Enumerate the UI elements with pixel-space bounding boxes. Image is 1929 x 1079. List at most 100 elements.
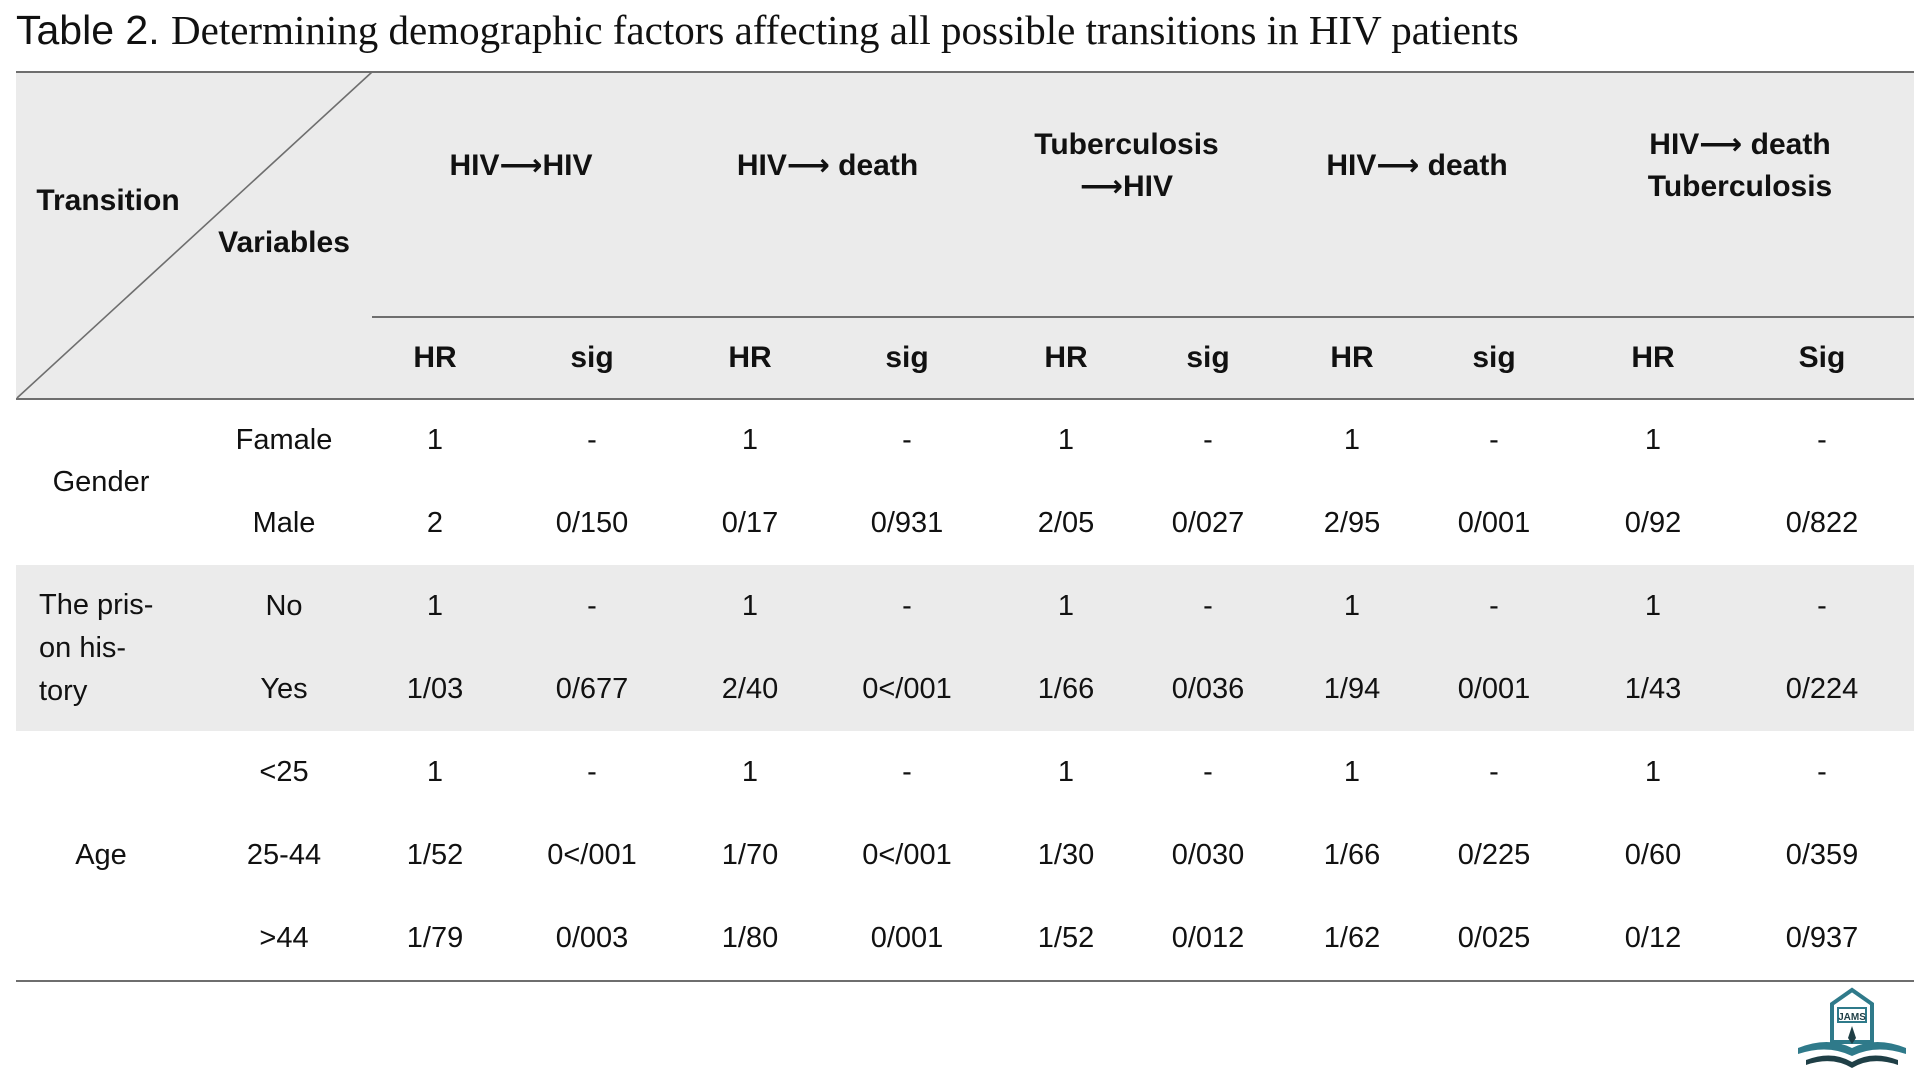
- variable-cell: Yes: [260, 673, 308, 705]
- table-cell: 0/677: [555, 673, 629, 705]
- table-cell: 0</001: [862, 673, 952, 705]
- table-number: Table 2.: [16, 7, 160, 53]
- table-cell: -: [1203, 590, 1213, 622]
- corner-diagonal: [16, 71, 373, 399]
- table-cell: 2/05: [1037, 507, 1095, 539]
- variable-cell: 25-44: [246, 839, 322, 871]
- table-caption: Determining demographic factors affectin…: [171, 7, 1519, 53]
- table-cell: 1: [1644, 424, 1662, 456]
- table-cell: -: [1817, 590, 1827, 622]
- table-cell: 0/001: [1457, 507, 1531, 539]
- table-cell: 0/937: [1785, 922, 1859, 954]
- table-cell: 1/43: [1624, 673, 1682, 705]
- column-group-header-4: HIV⟶ death: [1268, 91, 1566, 241]
- section-label: The pris-on his-tory: [16, 565, 196, 731]
- table-cell: 1: [426, 424, 444, 456]
- table-cell: 0/012: [1171, 922, 1245, 954]
- table-cell: -: [587, 424, 597, 456]
- column-group-header-2: HIV⟶ death: [670, 91, 985, 241]
- group-header-line: Tuberculosis: [1647, 170, 1833, 203]
- table-cell: 0/931: [870, 507, 944, 539]
- table-cell: 0/001: [870, 922, 944, 954]
- table-cell: 1: [426, 756, 444, 788]
- table-cell: 1/66: [1037, 673, 1095, 705]
- table-cell: 0</001: [862, 839, 952, 871]
- table-cell: 1/79: [406, 922, 464, 954]
- table-cell: 0/822: [1785, 507, 1859, 539]
- header-bottom-rule: [16, 398, 1914, 400]
- table-cell: 1/80: [721, 922, 779, 954]
- group-header-line: ⟶HIV: [1079, 170, 1173, 203]
- jams-logo: JAMS: [1798, 987, 1906, 1068]
- variable-cell: No: [265, 590, 303, 622]
- table-cell: 0/027: [1171, 507, 1245, 539]
- variable-cell: Male: [252, 507, 316, 539]
- table-cell: 0/225: [1457, 839, 1531, 871]
- table-title: Table 2. Determining demographic factors…: [16, 6, 1519, 54]
- table-cell: -: [1489, 590, 1499, 622]
- group-header-line: Tuberculosis: [1034, 128, 1219, 161]
- table-cell: 0/001: [1457, 673, 1531, 705]
- table-cell: 0/17: [721, 507, 779, 539]
- section-label-line: The pris-: [39, 588, 154, 621]
- table-cell: 1: [741, 756, 759, 788]
- table-cell: 1: [1343, 756, 1361, 788]
- bottom-rule: [16, 980, 1914, 982]
- table-cell: -: [902, 756, 912, 788]
- shaded-band-prison: [16, 565, 1914, 731]
- variable-cell: >44: [259, 922, 309, 954]
- table-cell: -: [902, 590, 912, 622]
- header-mid-rule: [372, 316, 1914, 318]
- sub-header-sig: sig: [885, 341, 929, 374]
- table-cell: 0/030: [1171, 839, 1245, 871]
- sub-header-hr: HR: [1330, 341, 1374, 374]
- table-cell: 1: [1057, 424, 1075, 456]
- table-cell: 2/40: [721, 673, 779, 705]
- table-cell: -: [1817, 756, 1827, 788]
- group-header-line: HIV⟶ death: [736, 149, 919, 182]
- sub-header-hr: HR: [728, 341, 772, 374]
- table-cell: 0/359: [1785, 839, 1859, 871]
- table-cell: 1: [741, 424, 759, 456]
- table-cell: 1/66: [1323, 839, 1381, 871]
- sub-header-hr: HR: [1044, 341, 1088, 374]
- table-cell: 0/224: [1785, 673, 1859, 705]
- data-table: Transition Variables HIV⟶HIV HIV⟶ death Tu…: [16, 71, 1914, 1068]
- group-header-line: HIV⟶ death: [1326, 149, 1508, 182]
- logo-text: JAMS: [1838, 1012, 1866, 1023]
- corner-variables-label: Variables: [218, 226, 350, 259]
- table-cell: 0</001: [547, 839, 637, 871]
- table-cell: 1/52: [1037, 922, 1095, 954]
- table-cell: 0/12: [1624, 922, 1682, 954]
- table-cell: -: [1817, 424, 1827, 456]
- table-cell: 1: [1057, 590, 1075, 622]
- table-cell: 1: [741, 590, 759, 622]
- table-cell: 1/62: [1323, 922, 1381, 954]
- variable-cell: Famale: [235, 424, 333, 456]
- table-cell: 0/60: [1624, 839, 1682, 871]
- section-label-line: tory: [39, 674, 88, 707]
- variable-cell: <25: [259, 756, 309, 788]
- table-cell: 1/03: [406, 673, 464, 705]
- table-cell: 0/036: [1171, 673, 1245, 705]
- table-cell: 0/92: [1624, 507, 1682, 539]
- table-cell: 0/025: [1457, 922, 1531, 954]
- table-cell: 2/95: [1323, 507, 1381, 539]
- table-cell: 1: [1057, 756, 1075, 788]
- table-cell: -: [587, 590, 597, 622]
- table-cell: -: [587, 756, 597, 788]
- table-cell: 1: [1343, 424, 1361, 456]
- sub-header-sig: sig: [1472, 341, 1516, 374]
- section-label-line: on his-: [39, 631, 127, 664]
- table-cell: -: [1489, 756, 1499, 788]
- table-cell: -: [1489, 424, 1499, 456]
- sub-header-hr: HR: [413, 341, 457, 374]
- table-cell: 2: [426, 507, 444, 539]
- column-group-header-1: HIV⟶HIV: [372, 91, 670, 241]
- column-group-header-3: Tuberculosis ⟶HIV: [985, 91, 1268, 241]
- section-label: Gender: [52, 465, 150, 498]
- table-cell: 1: [1644, 756, 1662, 788]
- table-cell: -: [1203, 756, 1213, 788]
- table-cell: -: [1203, 424, 1213, 456]
- table-cell: 1/94: [1323, 673, 1381, 705]
